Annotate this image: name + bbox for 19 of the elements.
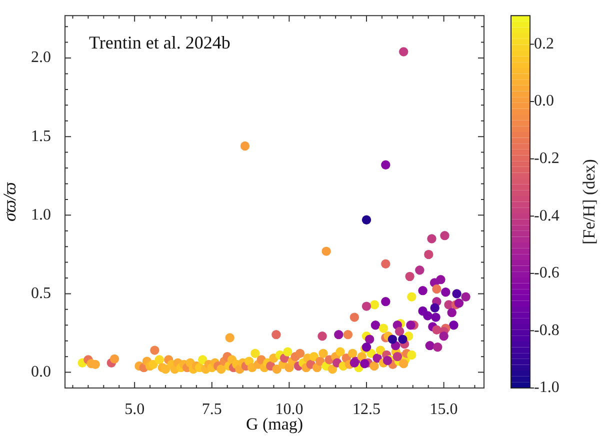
color-bar-label: 0.2 <box>534 35 554 52</box>
x-tick-label: 7.5 <box>202 400 222 418</box>
annotation: Trentin et al. 2024b <box>89 32 230 52</box>
x-tick-label: 15.0 <box>430 400 458 418</box>
y-tick-label: 0.0 <box>31 363 51 380</box>
color-bar-label: -0.2 <box>534 150 560 168</box>
y-axis-title: σϖ/ϖ <box>0 182 20 222</box>
color-bar-label: -0.6 <box>534 264 560 282</box>
color-bar-label: -0.8 <box>534 322 560 339</box>
color-bar-label: 0.0 <box>534 92 554 110</box>
color-bar-title: [Fe/H] (dex) <box>579 159 598 245</box>
y-tick-label: 0.5 <box>31 284 51 302</box>
y-tick-label: 1.5 <box>31 128 51 145</box>
color-bar-label: -1.0 <box>534 379 560 396</box>
x-tick-label: 5.0 <box>124 400 145 418</box>
x-tick-label: 12.5 <box>352 400 380 418</box>
y-tick-label: 1.0 <box>31 206 51 224</box>
y-tick-label: 2.0 <box>31 49 51 66</box>
color-bar-label: -0.4 <box>534 207 560 224</box>
